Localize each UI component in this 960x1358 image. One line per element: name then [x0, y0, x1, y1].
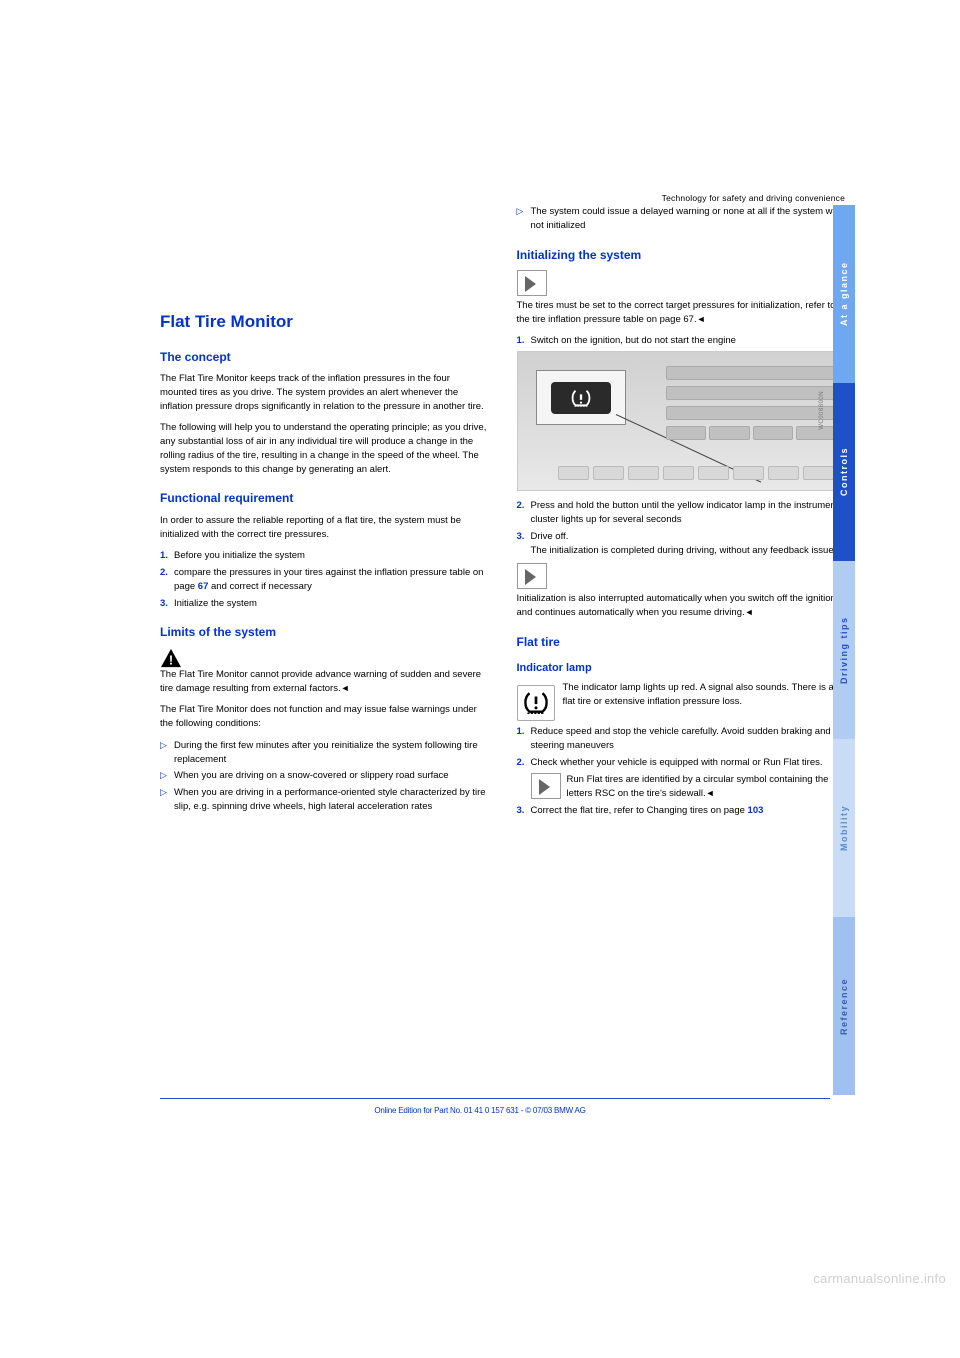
list-item: 3.Initialize the system [160, 597, 489, 611]
init-note-text: The tires must be set to the correct tar… [517, 300, 836, 325]
running-header: Technology for safety and driving conven… [662, 192, 845, 204]
page-link[interactable]: 103 [748, 805, 764, 816]
list-item: ▷When you are driving on a snow-covered … [160, 769, 489, 783]
flat-list: 1.Reduce speed and stop the vehicle care… [517, 725, 846, 818]
concept-heading: The concept [160, 349, 489, 366]
tire-button-icon [551, 382, 611, 414]
dashboard-illustration: WC008800N [517, 351, 846, 491]
list-text: When you are driving on a snow-covered o… [174, 769, 489, 783]
limits-warn: The Flat Tire Monitor cannot provide adv… [160, 669, 481, 694]
list-item: 2.Check whether your vehicle is equipped… [517, 756, 846, 801]
list-text: Reduce speed and stop the vehicle carefu… [531, 725, 846, 753]
concept-p2: The following will help you to understan… [160, 421, 489, 476]
list-item: ▷When you are driving in a performance-o… [160, 786, 489, 814]
side-tabs: At a glance Controls Driving tips Mobili… [833, 205, 855, 1095]
init-note: The tires must be set to the correct tar… [517, 299, 846, 327]
funcreq-heading: Functional requirement [160, 490, 489, 507]
list-item: 1.Switch on the ignition, but do not sta… [517, 334, 846, 348]
illus-id-label: WC008800N [818, 391, 827, 430]
list-num: 2. [517, 499, 531, 527]
list-item: ▷The system could issue a delayed warnin… [517, 205, 846, 233]
init-list: 1.Switch on the ignition, but do not sta… [517, 334, 846, 348]
list-num: 1. [517, 725, 531, 753]
watermark: carmanualsonline.info [813, 1271, 946, 1286]
list-num: 3. [517, 804, 531, 818]
end-mark: ◄ [697, 314, 706, 324]
list-item: 3.Correct the flat tire, refer to Changi… [517, 804, 846, 818]
footer-rule [160, 1098, 830, 1099]
list-text: compare the pressures in your tires agai… [174, 566, 489, 594]
svg-text:!: ! [169, 652, 173, 667]
list-item: 2.Press and hold the button until the ye… [517, 499, 846, 527]
list-num: 2. [160, 566, 174, 594]
funcreq-list: 1.Before you initialize the system 2.com… [160, 549, 489, 610]
runflat-text: Run Flat tires are identified by a circu… [567, 774, 829, 799]
illus-button-row [558, 466, 835, 480]
end-mark: ◄ [341, 683, 350, 693]
info-icon [517, 563, 547, 589]
list-num: 3. [517, 530, 531, 558]
end-mark: ◄ [706, 788, 715, 798]
list-text: When you are driving in a performance-or… [174, 786, 489, 814]
list-item: 3.Drive off.The initialization is comple… [517, 530, 846, 558]
list-text: Press and hold the button until the yell… [531, 499, 846, 527]
list-text: Switch on the ignition, but do not start… [531, 334, 846, 348]
limits-heading: Limits of the system [160, 624, 489, 641]
limits-warn-text: The Flat Tire Monitor cannot provide adv… [160, 668, 489, 696]
list-num: 3. [160, 597, 174, 611]
flat-heading: Flat tire [517, 634, 846, 651]
concept-p1: The Flat Tire Monitor keeps track of the… [160, 372, 489, 413]
warning-icon: ! [160, 648, 182, 668]
init-note2: Initialization is also interrupted autom… [517, 592, 846, 620]
indicator-desc: The indicator lamp lights up red. A sign… [563, 681, 846, 709]
triangle-bullet-icon: ▷ [160, 739, 174, 767]
list-item: 2.compare the pressures in your tires ag… [160, 566, 489, 594]
info-icon [531, 773, 561, 799]
tab-controls[interactable]: Controls [833, 383, 855, 561]
triangle-bullet-icon: ▷ [160, 786, 174, 814]
tab-reference[interactable]: Reference [833, 917, 855, 1095]
triangle-bullet-icon: ▷ [160, 769, 174, 783]
triangle-bullet-icon: ▷ [517, 205, 531, 233]
list-text: Correct the flat tire, refer to Changing… [531, 804, 846, 818]
funcreq-intro: In order to assure the reliable reportin… [160, 514, 489, 542]
tire-warning-icon [517, 685, 555, 721]
list-item: 1.Reduce speed and stop the vehicle care… [517, 725, 846, 753]
list-num: 2. [517, 756, 531, 801]
right-column: Technology for safety and driving conven… [517, 205, 846, 1105]
list-text: Before you initialize the system [174, 549, 489, 563]
runflat-note: Run Flat tires are identified by a circu… [567, 773, 846, 801]
list-text: During the first few minutes after you r… [174, 739, 489, 767]
page-link[interactable]: 67 [198, 581, 209, 592]
init-note2-text: Initialization is also interrupted autom… [517, 593, 839, 618]
list-text: Check whether your vehicle is equipped w… [531, 756, 846, 801]
end-mark: ◄ [745, 607, 754, 617]
footer-text: Online Edition for Part No. 01 41 0 157 … [0, 1106, 960, 1115]
init-heading: Initializing the system [517, 247, 846, 264]
limits-lead: The Flat Tire Monitor does not function … [160, 703, 489, 731]
left-column: Flat Tire Monitor The concept The Flat T… [160, 205, 489, 1105]
main-heading: Flat Tire Monitor [160, 310, 489, 335]
info-icon [517, 270, 547, 296]
page-content: Flat Tire Monitor The concept The Flat T… [160, 205, 845, 1105]
list-text: Drive off.The initialization is complete… [531, 530, 846, 558]
tab-mobility[interactable]: Mobility [833, 739, 855, 917]
limits-list: ▷During the first few minutes after you … [160, 739, 489, 814]
list-item: 1.Before you initialize the system [160, 549, 489, 563]
list-item: ▷During the first few minutes after you … [160, 739, 489, 767]
illus-callout-box [536, 370, 626, 425]
list-text: The system could issue a delayed warning… [531, 205, 846, 233]
list-num: 1. [517, 334, 531, 348]
tab-driving-tips[interactable]: Driving tips [833, 561, 855, 739]
col2-continue-list: ▷The system could issue a delayed warnin… [517, 205, 846, 233]
illus-radio-panel [666, 366, 836, 440]
init-list-2: 2.Press and hold the button until the ye… [517, 499, 846, 557]
indicator-heading: Indicator lamp [517, 661, 846, 677]
tab-at-a-glance[interactable]: At a glance [833, 205, 855, 383]
list-text: Initialize the system [174, 597, 489, 611]
list-num: 1. [160, 549, 174, 563]
